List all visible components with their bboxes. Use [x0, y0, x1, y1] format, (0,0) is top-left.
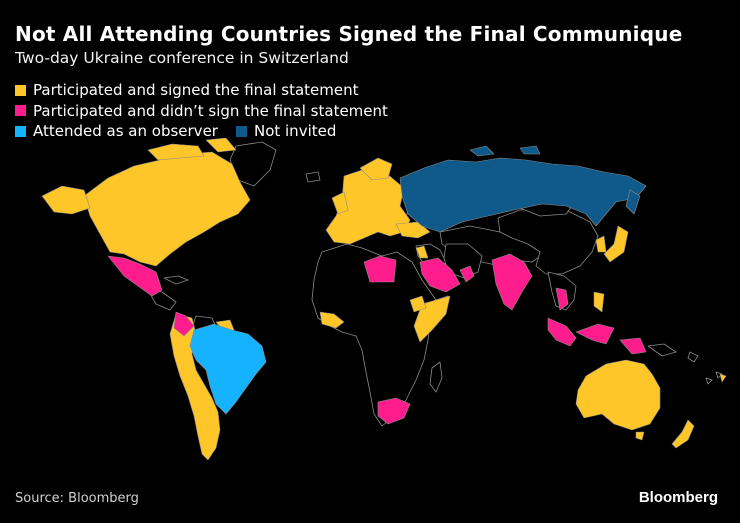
region-colombia — [173, 311, 195, 337]
observer-countries — [189, 323, 267, 415]
region-iceland — [305, 171, 321, 183]
region-brazil — [189, 323, 267, 415]
legend-label-not-invited: Not invited — [253, 122, 337, 141]
legend-row-2: Participated and didn’t sign the final s… — [15, 101, 406, 122]
region-scandinavia — [359, 157, 393, 181]
legend-row-1: Participated and signed the final statem… — [15, 80, 406, 101]
source-note: Source: Bloomberg — [15, 491, 139, 506]
page-subtitle: Two-day Ukraine conference in Switzerlan… — [15, 49, 349, 67]
legend-item-not-signed: Participated and didn’t sign the final s… — [15, 102, 388, 120]
legend-label-not-signed: Participated and didn’t sign the final s… — [33, 101, 388, 120]
region-philippines — [593, 291, 605, 313]
region-kamchatka — [625, 189, 641, 215]
legend-swatch-not-signed — [15, 105, 26, 117]
region-ethiopia — [409, 295, 427, 313]
region-korea — [595, 235, 607, 253]
region-qatar-jordan — [415, 245, 429, 259]
legend-swatch-signed — [15, 84, 26, 96]
region-thailand — [555, 287, 569, 311]
region-south-america — [169, 313, 221, 461]
region-tasmania — [635, 431, 645, 441]
region-caribbean — [163, 275, 189, 285]
legend-label-observer: Attended as an observer — [33, 122, 218, 141]
region-new-zealand — [671, 419, 695, 449]
legend-swatch-not-invited — [235, 125, 247, 137]
signed-countries — [41, 138, 727, 461]
legend-item-observer: Attended as an observer — [15, 122, 218, 140]
legend-label-signed: Participated and signed the final statem… — [33, 81, 359, 100]
region-south-africa — [377, 397, 411, 425]
not-invited-countries — [399, 145, 647, 233]
region-russia-arctic-islands — [469, 145, 541, 157]
region-japan — [603, 225, 629, 263]
region-pacific-yellow — [719, 373, 727, 383]
bloomberg-logo: Bloomberg — [638, 489, 718, 506]
region-turkiye-caucasus — [395, 221, 431, 239]
region-madagascar — [429, 361, 443, 393]
region-north-america — [83, 151, 251, 267]
region-uk-ireland — [331, 191, 349, 215]
region-alaska — [41, 185, 91, 215]
region-pacific-islands — [687, 351, 723, 385]
region-russia — [399, 157, 647, 233]
legend-item-not-invited: Not invited — [235, 122, 337, 141]
region-australia — [575, 359, 661, 431]
page-title: Not All Attending Countries Signed the F… — [15, 22, 683, 46]
region-uae — [459, 265, 475, 283]
region-west-africa — [319, 311, 345, 329]
legend-item-signed: Participated and signed the final statem… — [15, 81, 359, 99]
legend-row-3: Attended as an observer Not invited — [15, 121, 406, 142]
region-papua — [647, 343, 677, 357]
region-saudi-arabia — [419, 257, 461, 293]
legend-swatch-observer — [15, 125, 26, 137]
region-indonesia — [547, 317, 647, 355]
region-canadian-arctic — [147, 138, 237, 161]
region-india — [491, 253, 533, 311]
not-signed-countries — [107, 253, 647, 425]
world-map — [41, 138, 727, 461]
region-mexico — [107, 255, 163, 297]
region-libya — [363, 255, 397, 283]
legend: Participated and signed the final statem… — [15, 80, 406, 142]
